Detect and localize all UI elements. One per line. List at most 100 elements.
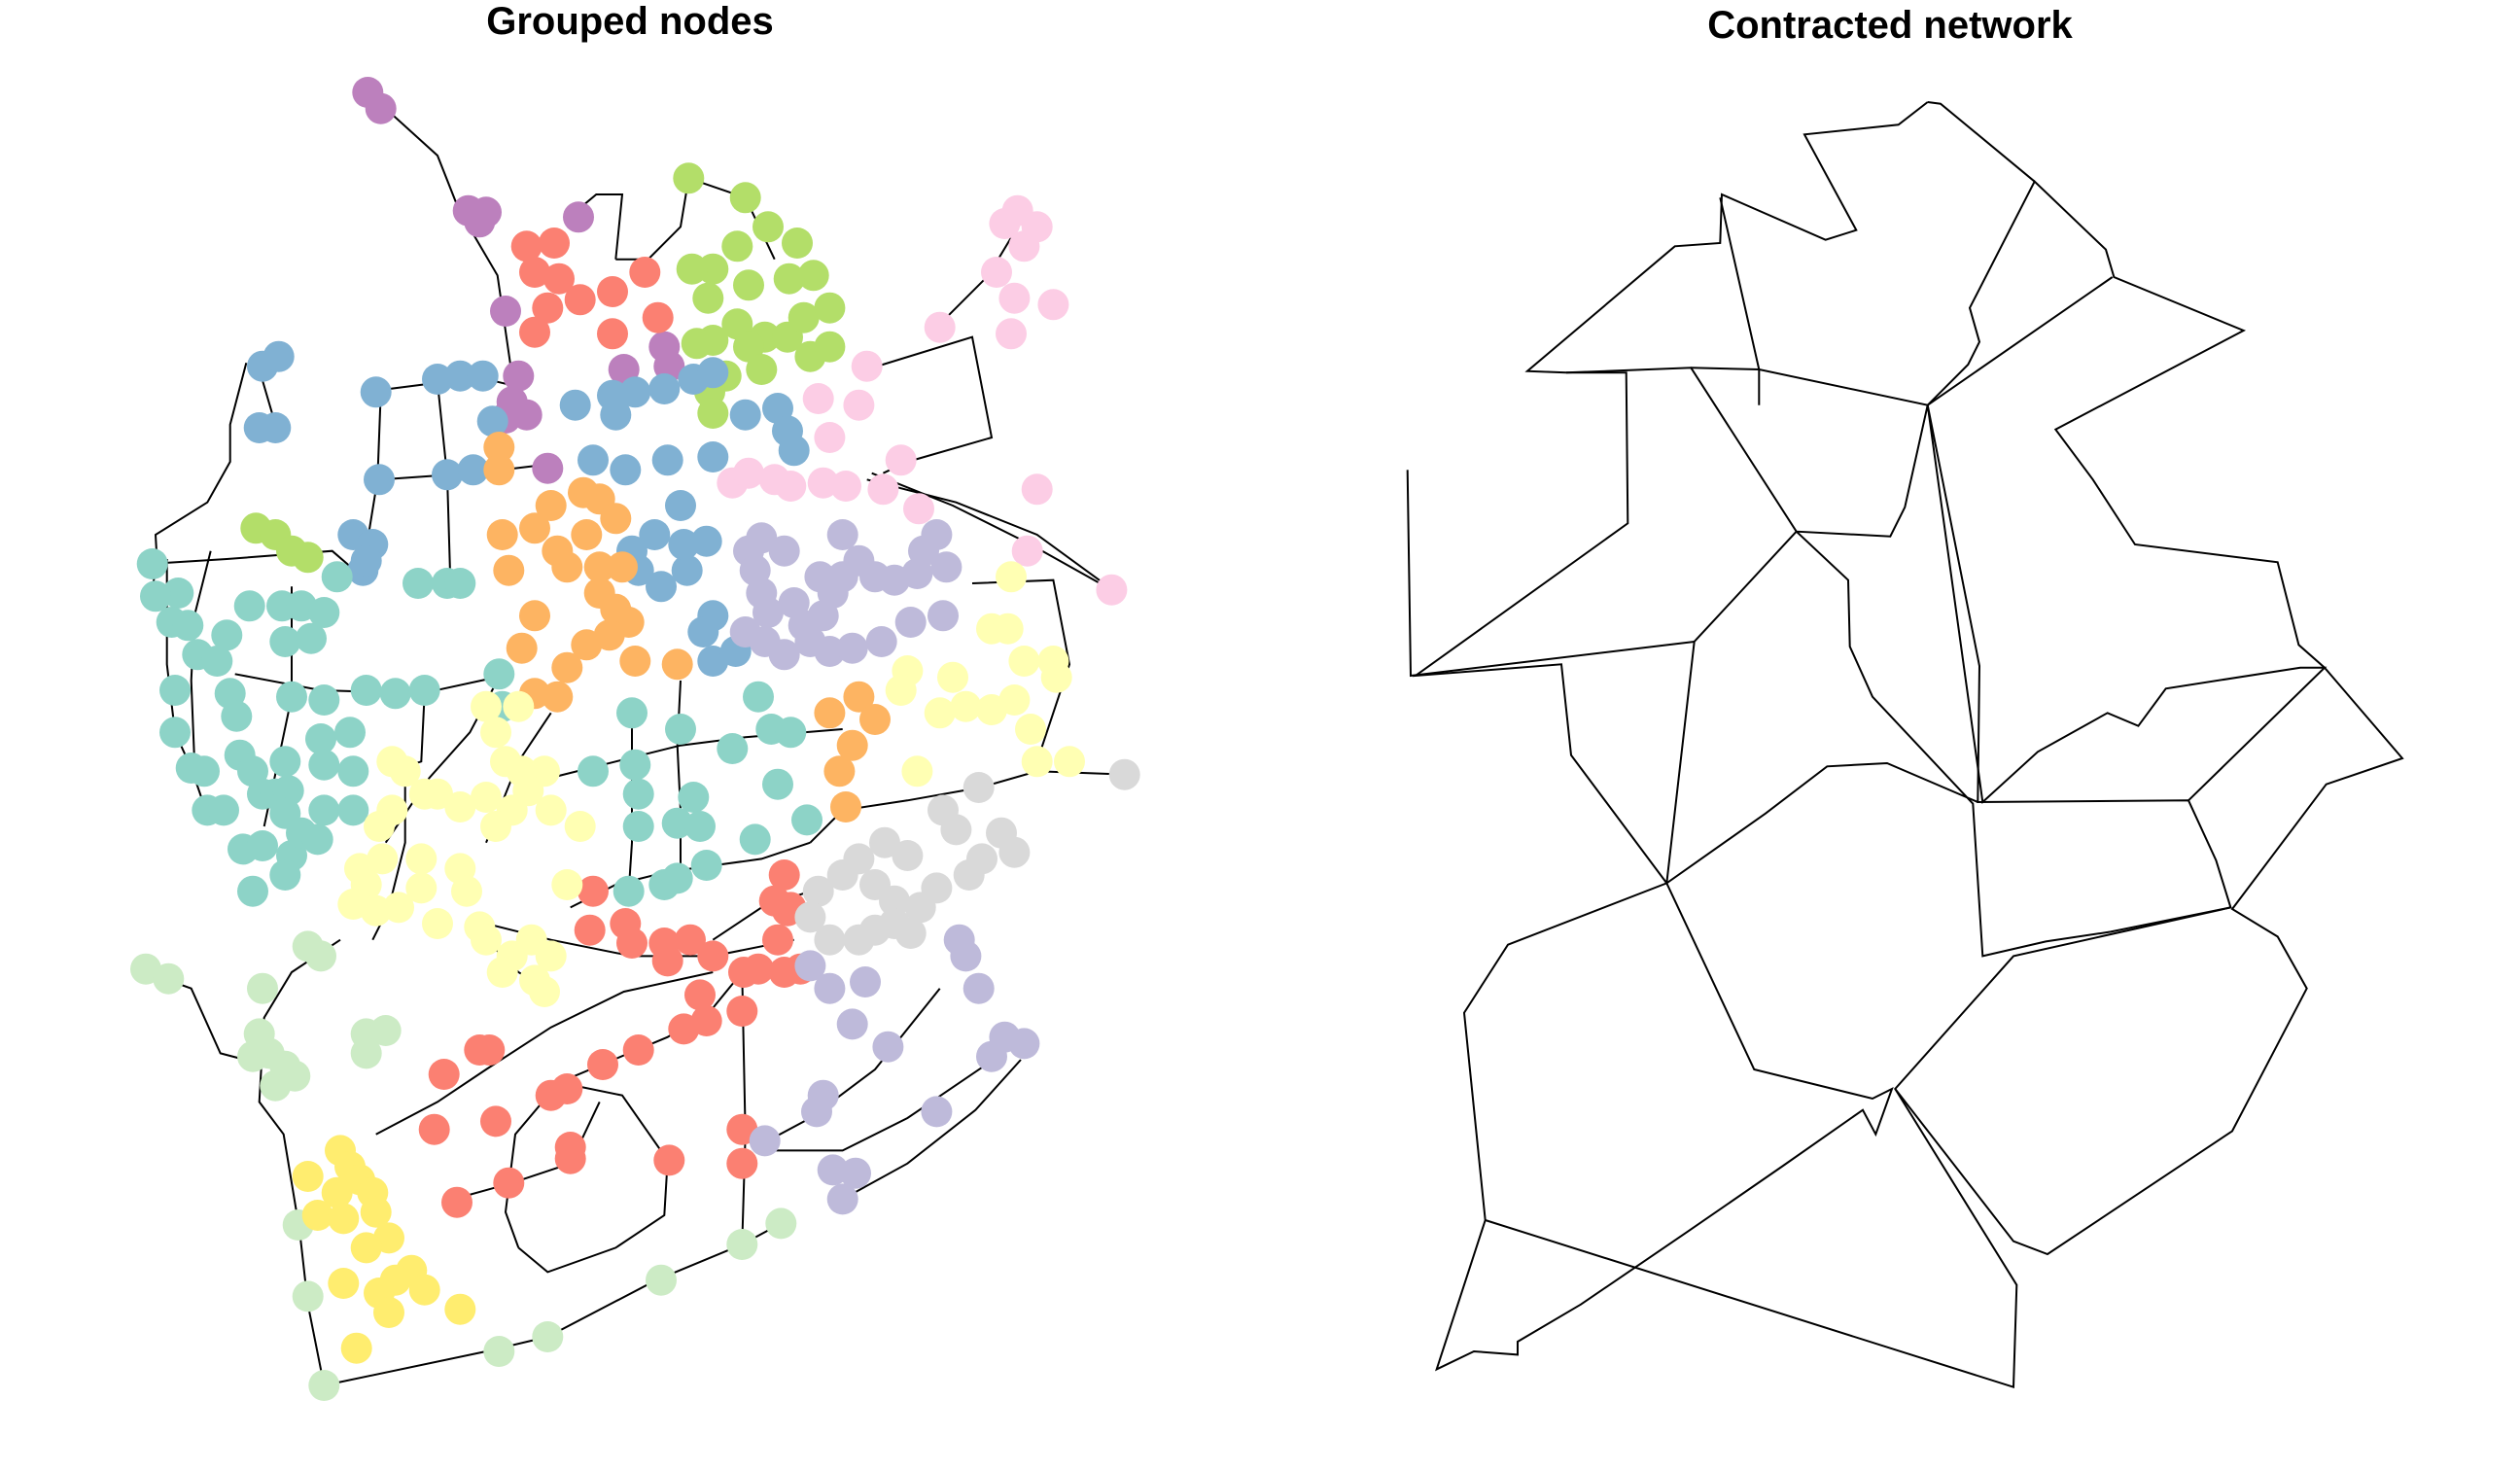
node-group-0-15 [402, 568, 434, 599]
node-group-0-33 [269, 746, 301, 778]
node-group-7-3 [1008, 230, 1040, 262]
street-edge-30 [576, 193, 624, 260]
node-group-10-15 [292, 1280, 324, 1312]
node-group-10-10 [279, 1060, 311, 1092]
grouped-nodes-panel: Grouped nodes [130, 0, 1140, 1401]
node-group-11-10 [350, 1232, 382, 1264]
node-group-0-24 [379, 678, 411, 710]
node-group-8-15 [814, 924, 846, 956]
node-group-7-10 [843, 389, 875, 421]
node-group-4-26 [697, 441, 729, 472]
node-group-1-0 [996, 561, 1027, 593]
contracted-edge-8 [1485, 906, 2231, 1389]
street-edge-12 [258, 938, 341, 1386]
node-group-1-19 [480, 717, 511, 749]
node-group-0-66 [612, 875, 645, 907]
node-group-0-35 [308, 749, 340, 781]
grouped-nodes-title: Grouped nodes [486, 0, 774, 43]
node-group-10-18 [532, 1321, 564, 1352]
node-group-0-70 [616, 697, 648, 729]
node-group-3-5 [519, 316, 550, 348]
node-group-3-24 [653, 1144, 685, 1176]
node-group-8-1 [940, 814, 972, 846]
node-group-11-7 [328, 1203, 360, 1235]
node-group-10-12 [369, 1015, 402, 1046]
contracted-edge-5 [1926, 404, 2328, 805]
node-group-6-2 [721, 230, 753, 262]
node-group-1-50 [535, 940, 567, 972]
node-group-7-6 [1037, 289, 1069, 321]
node-group-3-39 [616, 928, 648, 959]
node-group-3-42 [675, 924, 706, 956]
node-group-3-7 [597, 276, 628, 307]
node-group-1-17 [471, 690, 502, 722]
node-group-1-44 [451, 875, 482, 907]
node-group-3-37 [578, 875, 609, 907]
node-group-1-24 [471, 782, 502, 813]
node-group-2-34 [976, 1040, 1007, 1072]
node-group-7-9 [851, 350, 883, 382]
node-group-6-17 [814, 331, 846, 363]
node-group-0-62 [775, 717, 807, 749]
node-group-2-10 [768, 639, 800, 671]
node-group-1-16 [901, 755, 933, 788]
node-group-0-37 [337, 755, 369, 788]
node-group-1-27 [480, 811, 511, 842]
node-group-9-4 [471, 196, 502, 228]
street-edge-20 [764, 988, 941, 1143]
node-group-11-17 [444, 1293, 476, 1325]
node-group-0-54 [619, 749, 651, 781]
street-edge-19 [453, 1101, 601, 1201]
node-group-3-41 [651, 945, 683, 977]
node-group-4-8 [476, 405, 508, 438]
street-edge-29 [615, 178, 690, 261]
node-group-10-21 [765, 1208, 797, 1240]
node-group-2-7 [752, 597, 784, 628]
node-group-5-22 [506, 632, 538, 664]
node-group-10-16 [308, 1370, 340, 1401]
node-group-5-12 [519, 512, 550, 544]
node-group-0-72 [743, 681, 774, 713]
contracted-edge-6 [1406, 470, 1695, 678]
node-group-1-54 [551, 869, 583, 900]
grouped-node-markers [130, 77, 1140, 1401]
node-group-4-25 [651, 444, 683, 476]
node-group-9-6 [490, 296, 521, 327]
node-group-0-36 [334, 717, 366, 749]
node-group-10-13 [350, 1037, 382, 1069]
node-group-1-18 [503, 690, 535, 722]
node-group-0-34 [305, 723, 336, 754]
node-group-2-21 [921, 519, 953, 550]
node-group-2-14 [826, 561, 858, 593]
node-group-2-27 [894, 607, 927, 638]
node-group-6-10 [692, 282, 724, 314]
node-group-7-21 [830, 471, 861, 502]
node-group-4-7 [467, 360, 499, 392]
node-group-3-15 [480, 1105, 511, 1138]
node-group-8-19 [894, 918, 927, 949]
node-group-4-21 [778, 435, 810, 467]
node-group-5-20 [551, 651, 583, 683]
node-group-4-14 [619, 376, 651, 408]
node-group-2-4 [768, 535, 800, 567]
node-group-3-27 [684, 979, 716, 1011]
node-group-5-21 [571, 629, 603, 661]
street-edge-25 [627, 713, 633, 892]
node-group-0-0 [136, 548, 168, 579]
node-group-2-42 [921, 1096, 953, 1128]
node-group-6-6 [773, 262, 805, 295]
node-group-7-18 [758, 464, 790, 496]
street-edge-22 [842, 1059, 1022, 1201]
node-group-5-27 [843, 681, 875, 713]
node-group-0-59 [684, 811, 716, 842]
node-group-7-15 [903, 493, 934, 525]
node-group-4-3 [260, 412, 292, 443]
node-group-0-28 [159, 717, 191, 749]
street-edge-16 [517, 1081, 669, 1274]
node-group-3-32 [743, 953, 774, 985]
node-group-1-12 [885, 675, 917, 706]
street-edges [145, 91, 1127, 1386]
node-group-0-49 [269, 859, 301, 891]
node-group-1-40 [383, 892, 414, 924]
node-group-1-47 [471, 924, 502, 956]
